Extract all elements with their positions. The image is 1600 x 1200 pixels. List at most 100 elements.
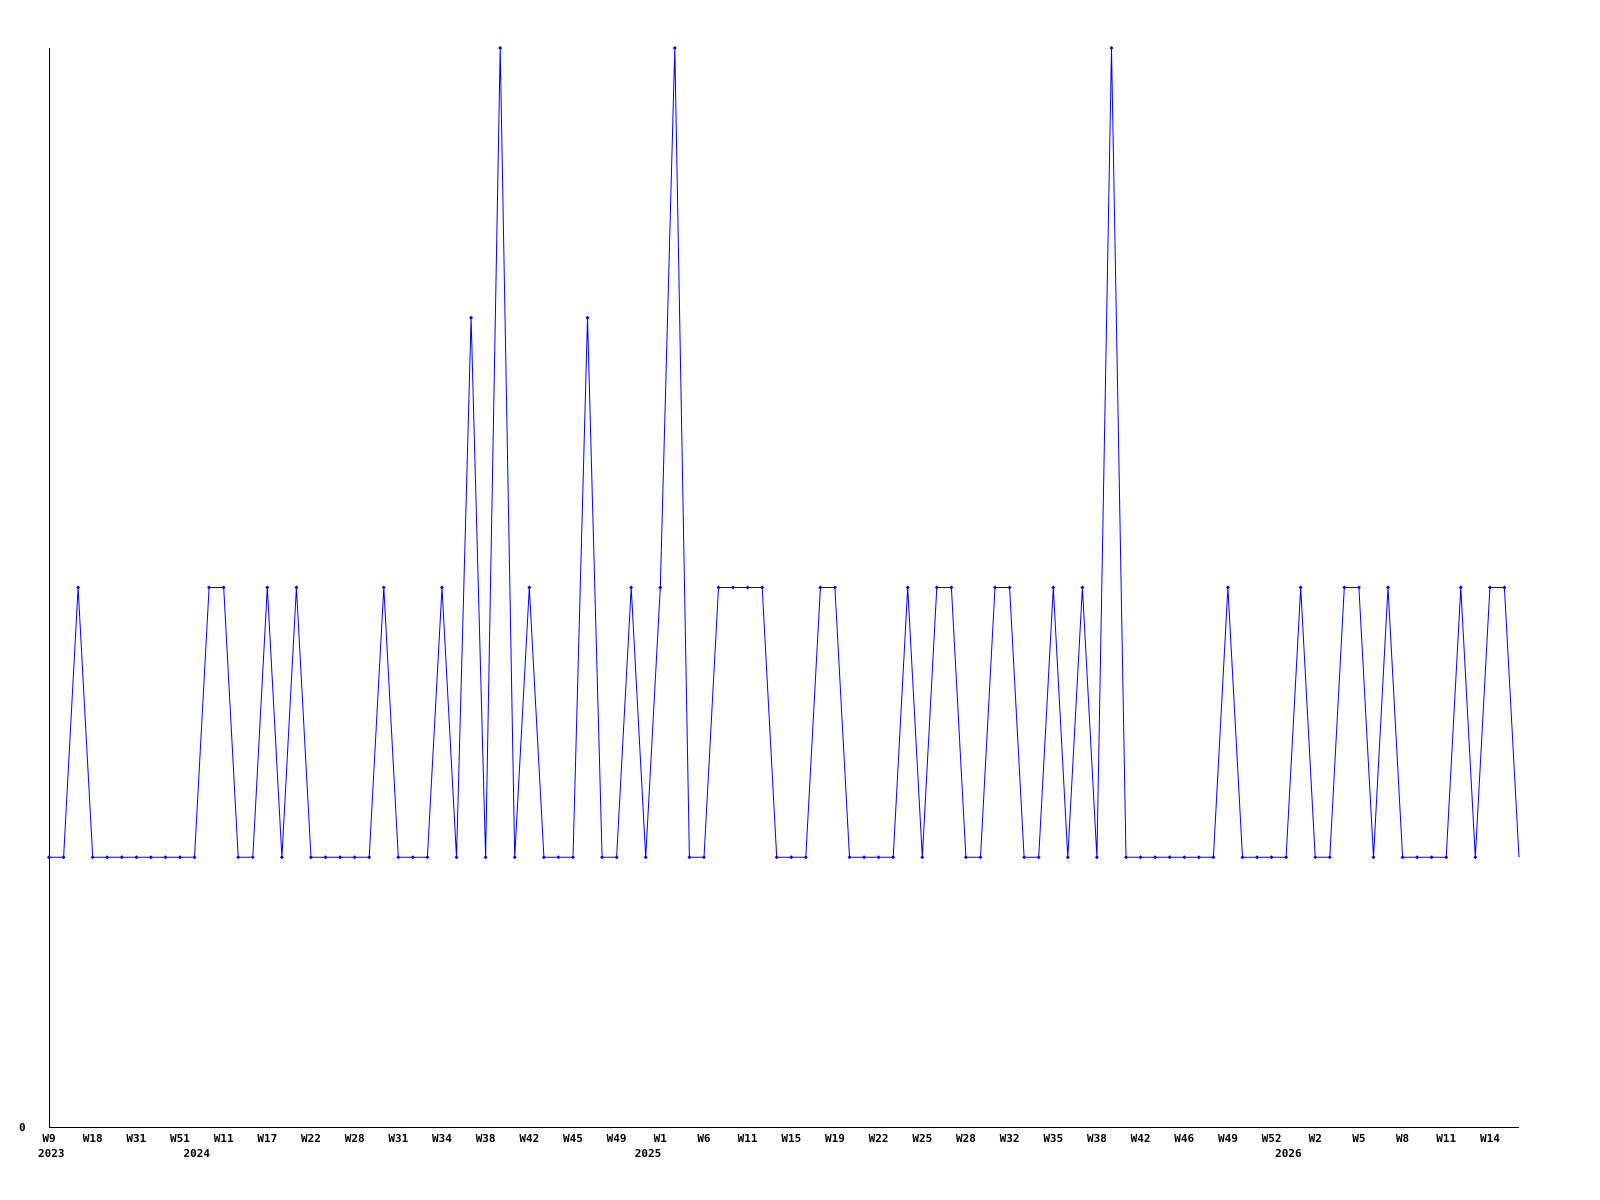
data-point	[381, 585, 386, 590]
data-point	[1007, 585, 1012, 590]
data-point	[1473, 855, 1478, 860]
data-point	[512, 855, 517, 860]
data-point	[949, 585, 954, 590]
data-point	[1255, 855, 1260, 860]
data-point	[308, 855, 313, 860]
x-tick-label: W38	[1087, 1132, 1107, 1145]
data-point	[367, 855, 372, 860]
data-point	[789, 855, 794, 860]
data-point	[279, 855, 284, 860]
data-point	[1094, 855, 1099, 860]
x-tick-label: W28	[956, 1132, 976, 1145]
x-tick-label: W5	[1352, 1132, 1365, 1145]
data-point	[745, 585, 750, 590]
x-tick-label: W49	[607, 1132, 627, 1145]
x-tick-label: W14	[1480, 1132, 1500, 1145]
data-point	[774, 855, 779, 860]
x-tick-label: W18	[83, 1132, 103, 1145]
x-tick-label: W31	[388, 1132, 408, 1145]
year-label: 2024	[184, 1147, 211, 1160]
year-label: 2025	[635, 1147, 662, 1160]
data-point	[1386, 585, 1391, 590]
data-point	[1327, 855, 1332, 860]
data-point	[76, 585, 81, 590]
data-point	[61, 855, 66, 860]
data-point	[207, 585, 212, 590]
data-point	[454, 855, 459, 860]
x-tick-label: W46	[1174, 1132, 1194, 1145]
data-point	[1269, 855, 1274, 860]
data-point	[687, 855, 692, 860]
data-point	[920, 855, 925, 860]
data-point	[1313, 855, 1318, 860]
data-point	[963, 855, 968, 860]
data-point	[1196, 855, 1201, 860]
x-tick-label: W17	[257, 1132, 277, 1145]
y-tick-label: 0	[19, 1121, 26, 1134]
data-point	[1124, 855, 1129, 860]
data-point	[1051, 585, 1056, 590]
data-point	[701, 855, 706, 860]
data-point	[294, 585, 299, 590]
data-point	[556, 855, 561, 860]
x-tick-label: W25	[912, 1132, 932, 1145]
data-point	[498, 46, 503, 50]
data-point	[1458, 585, 1463, 590]
data-point	[629, 585, 634, 590]
x-tick-label: W9	[42, 1132, 55, 1145]
data-point	[978, 855, 983, 860]
data-point	[352, 855, 357, 860]
x-tick-label: W52	[1262, 1132, 1282, 1145]
x-tick-label: W22	[869, 1132, 889, 1145]
data-point	[658, 585, 663, 590]
data-point	[1153, 855, 1158, 860]
data-point	[134, 855, 139, 860]
data-point	[1167, 855, 1172, 860]
data-point	[119, 855, 124, 860]
x-tick-label: W38	[476, 1132, 496, 1145]
data-point	[396, 855, 401, 860]
data-point	[410, 855, 415, 860]
data-point	[105, 855, 110, 860]
x-tick-label: W11	[1436, 1132, 1456, 1145]
data-point	[905, 585, 910, 590]
x-tick-label: W35	[1043, 1132, 1063, 1145]
data-point	[934, 585, 939, 590]
data-point	[90, 855, 95, 860]
data-point	[148, 855, 153, 860]
data-point	[760, 585, 765, 590]
data-point	[47, 855, 51, 860]
x-tick-label: W49	[1218, 1132, 1238, 1145]
data-point	[250, 855, 255, 860]
x-tick-label: W1	[654, 1132, 668, 1145]
data-point	[1444, 855, 1449, 860]
x-tick-label: W32	[1000, 1132, 1020, 1145]
data-point	[993, 585, 998, 590]
data-point	[614, 855, 619, 860]
data-point	[585, 315, 590, 320]
data-point	[439, 585, 444, 590]
data-point	[1109, 46, 1114, 50]
x-tick-label: W19	[825, 1132, 845, 1145]
data-point	[672, 46, 677, 50]
data-point	[425, 855, 430, 860]
data-point	[847, 855, 852, 860]
data-point	[1487, 585, 1492, 590]
data-point	[1429, 855, 1434, 860]
data-point	[1240, 855, 1245, 860]
data-point	[483, 855, 488, 860]
data-point	[1138, 855, 1143, 860]
data-point	[323, 855, 328, 860]
x-tick-label: W51	[170, 1132, 190, 1145]
data-point	[265, 585, 270, 590]
x-tick-label: W22	[301, 1132, 321, 1145]
x-tick-label: W34	[432, 1132, 452, 1145]
data-point	[338, 855, 343, 860]
data-point	[1080, 585, 1085, 590]
data-point	[527, 585, 532, 590]
series-line	[49, 47, 1520, 858]
data-point	[1298, 585, 1303, 590]
x-tick-label: W31	[126, 1132, 146, 1145]
data-point	[876, 855, 881, 860]
